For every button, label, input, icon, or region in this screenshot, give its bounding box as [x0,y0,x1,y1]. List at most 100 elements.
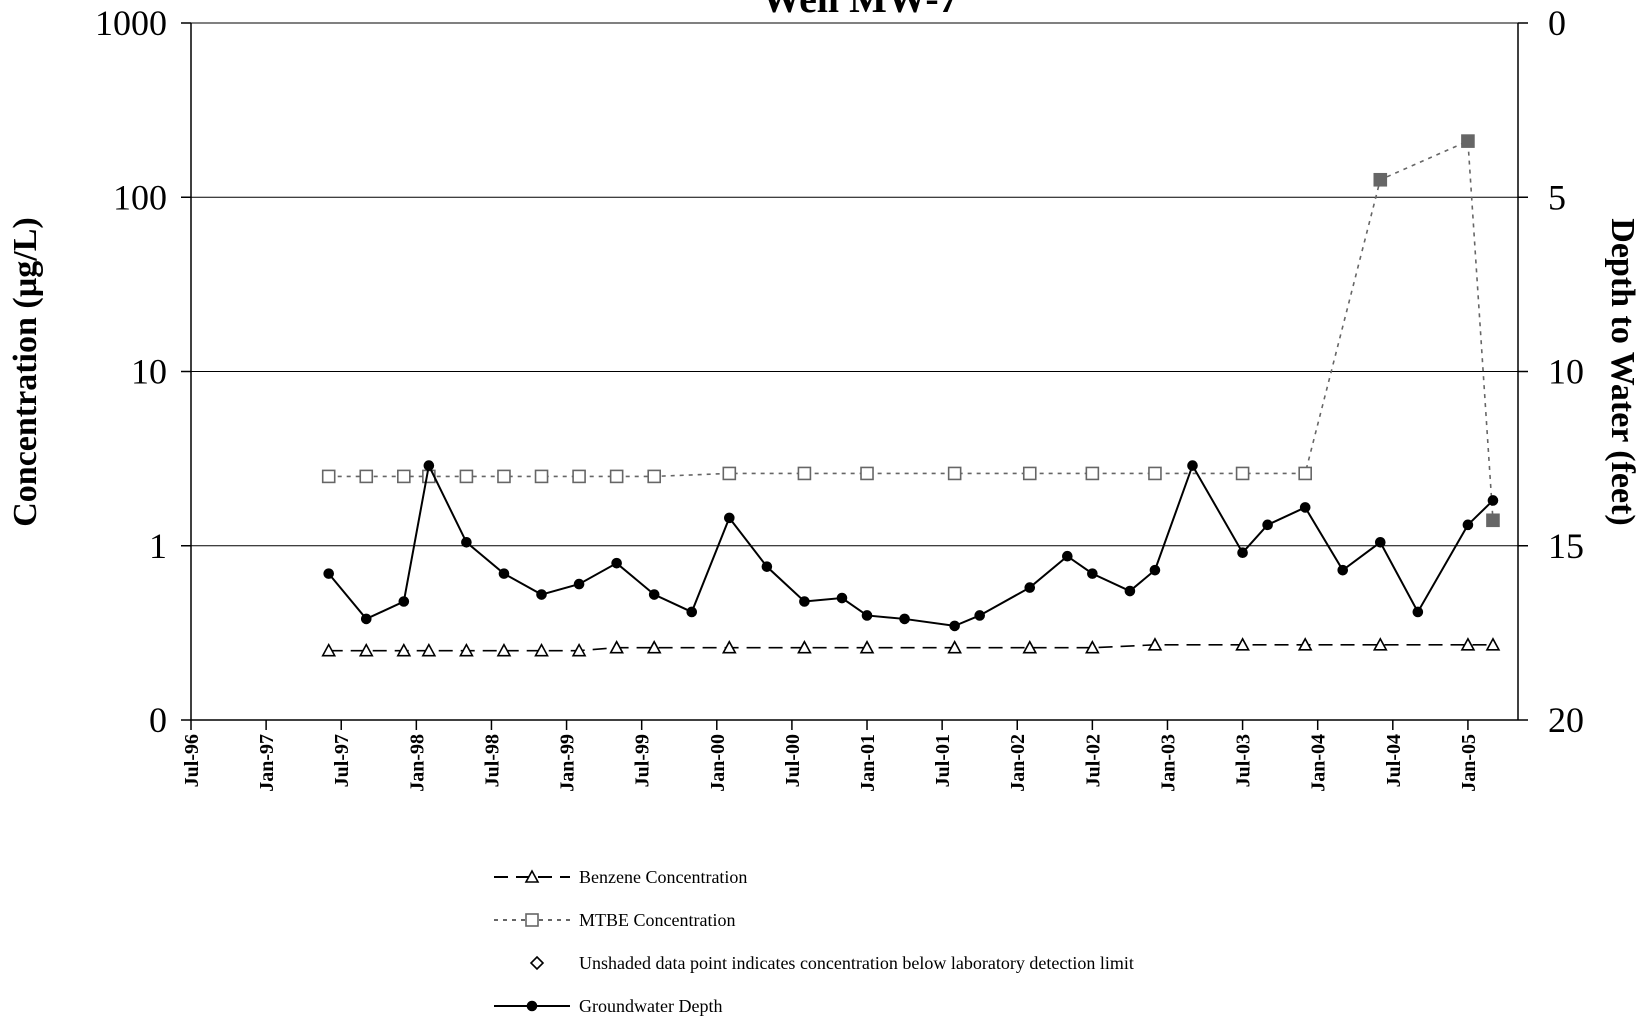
data-point [524,869,540,883]
y-tick-label: 100 [113,177,167,217]
data-point [1022,640,1038,654]
data-point [724,512,735,524]
data-point [1085,466,1100,481]
series-line [328,644,1493,652]
x-tick-label: Jan-98 [406,734,428,792]
data-point [496,642,512,657]
x-tick-label: Jul-99 [632,734,654,787]
x-tick-label: Jan-97 [256,734,278,792]
x-tick-label: Jan-04 [1308,734,1330,792]
data-point [498,568,510,579]
data-point [1373,172,1388,187]
legend-note: Unshaded data point indicates concentrat… [579,953,1134,973]
data-point [1460,637,1476,651]
y2-tick-label: 10 [1548,352,1584,392]
data-point [799,596,810,607]
data-point [573,578,585,590]
data-point [1299,502,1311,513]
data-point [360,613,372,625]
x-tick-label: Jul-00 [782,734,804,787]
data-point [1461,134,1475,148]
data-point [526,1000,538,1012]
data-point [646,640,662,654]
x-tick-label: Jan-00 [707,734,729,792]
data-point [974,610,985,621]
y2-tick-label: 0 [1548,3,1566,43]
data-point [611,557,622,569]
data-point [1486,513,1500,528]
data-point [860,466,874,481]
data-point [397,469,411,484]
y2-tick-label: 15 [1548,526,1584,566]
x-tick-label: Jul-98 [481,734,503,787]
data-point [396,642,412,657]
data-point [1237,547,1248,559]
data-point [1337,564,1349,576]
data-point [536,589,547,600]
y-tick-label: 10 [131,352,167,392]
data-point [861,610,873,621]
legend-symbol [529,955,545,971]
y2-tick-label: 20 [1548,700,1584,740]
data-point [1462,519,1474,531]
data-point [398,596,410,607]
data-point [358,642,374,657]
data-point [947,466,962,481]
data-point [1297,637,1313,651]
data-point [321,642,337,657]
data-point [1087,568,1098,579]
data-point [686,606,698,618]
data-point [947,640,962,654]
x-tick-label: Jan-03 [1157,734,1179,792]
data-point [899,613,910,625]
legend-label: MTBE Concentration [579,910,735,930]
data-point [1487,495,1499,506]
y2-axis-label: Depth to Water (feet) [1604,218,1641,525]
data-point [1148,466,1162,481]
chart-title: Well MW-7 [761,0,958,21]
data-point [648,589,660,600]
data-point [836,592,848,604]
data-point [1374,536,1386,548]
data-point [722,466,737,481]
data-point [525,913,539,927]
data-point [1485,637,1501,651]
data-point [1062,550,1073,562]
data-point [609,469,624,484]
legend-label: Groundwater Depth [579,996,722,1016]
data-point [721,640,737,654]
data-point [859,640,875,654]
series-line [328,139,1494,521]
data-point [1412,606,1424,618]
x-tick-label: Jul-02 [1082,734,1104,787]
y-tick-label: 1000 [95,3,167,43]
y2-tick-label: 5 [1548,177,1566,217]
data-point [1187,460,1198,471]
data-point [534,642,549,657]
data-point [459,642,474,657]
data-point [761,561,773,572]
data-point [1262,519,1273,531]
data-point [459,469,474,484]
data-point [423,460,435,471]
data-point [321,469,336,484]
y-axis-label: Concentration (µg/L) [7,217,44,527]
data-point [1124,585,1136,597]
data-point [1235,466,1250,481]
data-point [1298,466,1312,481]
data-point [359,469,374,484]
data-point [1085,640,1100,654]
data-point [572,469,586,484]
data-point [1022,466,1037,481]
x-tick-label: Jul-01 [932,734,954,787]
legend-label: Benzene Concentration [579,867,747,887]
data-point [797,640,812,654]
y-tick-label: 1 [149,526,167,566]
data-point [1147,637,1163,651]
x-tick-label: Jul-97 [331,734,353,787]
data-point [323,568,335,579]
x-tick-label: Jan-02 [1007,734,1029,792]
data-point [949,620,960,632]
x-tick-label: Jan-99 [557,734,579,792]
